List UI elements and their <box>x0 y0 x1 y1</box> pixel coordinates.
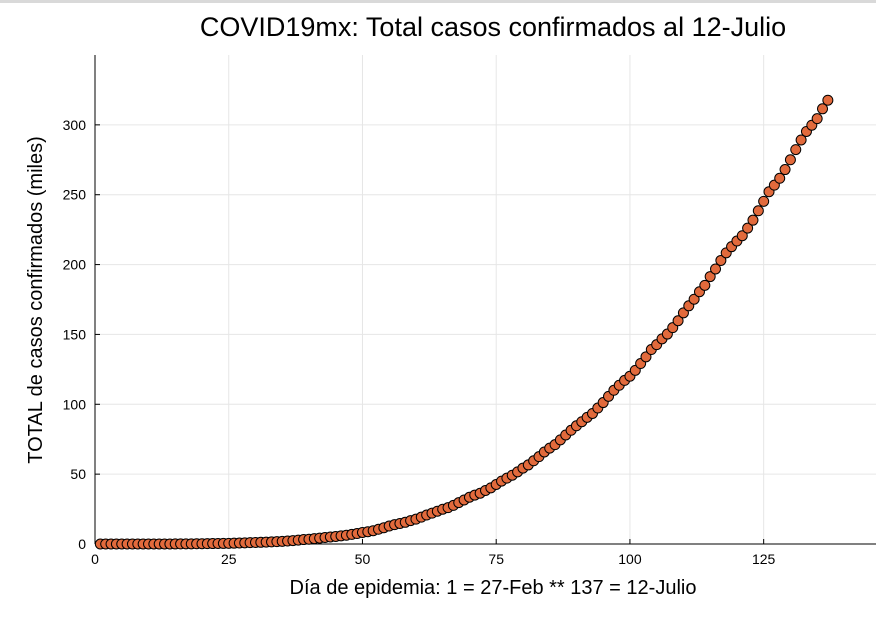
data-point <box>758 195 770 207</box>
data-point <box>784 154 796 166</box>
y-tick-label: 50 <box>70 466 86 482</box>
x-tick-label: 0 <box>91 551 99 567</box>
grid-lines <box>95 55 876 544</box>
data-point <box>699 279 711 291</box>
data-point <box>790 144 802 156</box>
x-tick-label: 125 <box>752 551 776 567</box>
x-tick-label: 50 <box>355 551 371 567</box>
x-tick-label: 75 <box>488 551 504 567</box>
y-axis-label: TOTAL de casos confirmados (miles) <box>25 136 47 464</box>
x-tick-label: 25 <box>221 551 237 567</box>
y-tick-label: 100 <box>63 396 87 412</box>
y-tick-label: 150 <box>63 326 87 342</box>
data-point <box>795 134 807 146</box>
data-point <box>742 222 754 234</box>
data-point <box>715 254 727 266</box>
data-point <box>774 172 786 184</box>
chart-title: COVID19mx: Total casos confirmados al 12… <box>200 12 786 42</box>
data-point <box>688 293 700 305</box>
y-tick-label: 300 <box>63 117 87 133</box>
data-point <box>704 271 716 283</box>
x-tick-label: 100 <box>618 551 642 567</box>
data-point <box>640 351 652 363</box>
data-point <box>747 214 759 226</box>
data-point <box>710 263 722 275</box>
data-point <box>752 205 764 217</box>
data-point <box>672 315 684 327</box>
x-axis-label: Día de epidemia: 1 = 27-Feb ** 137 = 12-… <box>290 577 697 599</box>
data-point <box>822 94 834 106</box>
data-points <box>94 94 834 550</box>
top-border <box>0 0 876 3</box>
data-point <box>817 103 829 115</box>
y-tick-label: 0 <box>78 536 86 552</box>
data-point <box>736 230 748 242</box>
y-tick-label: 250 <box>63 187 87 203</box>
data-point <box>779 164 791 176</box>
y-tick-label: 200 <box>63 257 87 273</box>
data-point <box>811 113 823 125</box>
tick-marks: 0 25 50 75 100 125 0 50 100 150 200 250 300 <box>63 117 776 567</box>
